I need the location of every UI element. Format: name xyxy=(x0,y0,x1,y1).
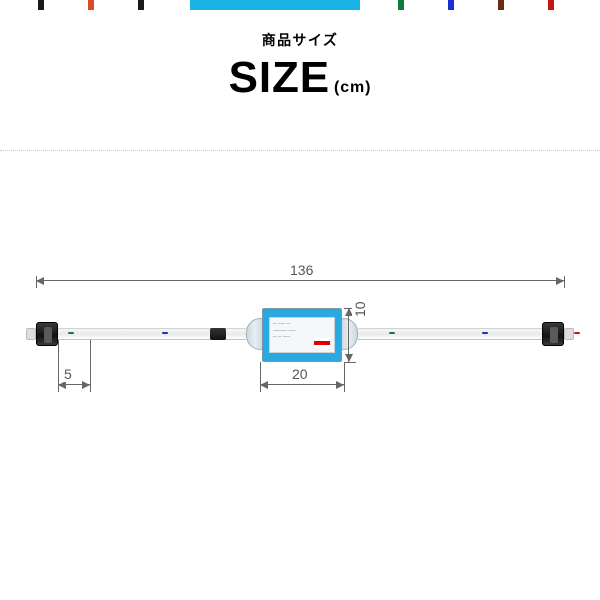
top-color-bar xyxy=(0,0,600,10)
dim-value: 136 xyxy=(286,262,317,278)
heading-subtitle: 商品サイズ xyxy=(0,30,600,50)
dim-line xyxy=(36,280,564,281)
strap-stripe xyxy=(389,332,395,334)
heading-block: 商品サイズ SIZE(cm) xyxy=(0,30,600,100)
strap-right xyxy=(358,328,564,340)
dim-value: 10 xyxy=(352,297,368,321)
dim-value: 5 xyxy=(60,366,76,382)
strap-stripe xyxy=(162,332,168,334)
pack-ear-right xyxy=(340,318,358,350)
top-tick xyxy=(398,0,404,10)
heading-unit: (cm) xyxy=(334,79,371,96)
top-tick xyxy=(190,0,360,10)
top-tick xyxy=(548,0,554,10)
top-tick xyxy=(38,0,44,10)
top-tick xyxy=(88,0,94,10)
dim-ext xyxy=(344,380,345,392)
dim-line xyxy=(348,308,349,362)
dim-line xyxy=(58,384,90,385)
strap-end-right xyxy=(564,328,574,340)
center-pack: ─ ── ───── ─── ─ ── xyxy=(262,308,342,362)
product-diagram: ─ ── ───── ─── ─ ── 136 20 5 10 xyxy=(0,260,600,420)
top-tick xyxy=(498,0,504,10)
heading-title: SIZE(cm) xyxy=(0,56,600,100)
mid-clip xyxy=(210,328,226,340)
buckle-right xyxy=(542,322,564,346)
strap-stripe xyxy=(482,332,488,334)
dim-ext xyxy=(564,276,565,288)
buckle-left xyxy=(36,322,58,346)
heading-title-text: SIZE xyxy=(229,53,330,102)
dim-ext xyxy=(344,362,356,363)
strap-stripe xyxy=(574,332,580,334)
top-tick xyxy=(138,0,144,10)
dim-line xyxy=(260,384,344,385)
top-tick xyxy=(448,0,454,10)
dotted-divider xyxy=(0,150,600,151)
dim-ext xyxy=(90,380,91,392)
pack-label: ─ ── ───── ─── ─ ── xyxy=(269,317,335,353)
dim-value: 20 xyxy=(288,366,312,382)
strap-stripe xyxy=(68,332,74,334)
strap-end-left xyxy=(26,328,36,340)
